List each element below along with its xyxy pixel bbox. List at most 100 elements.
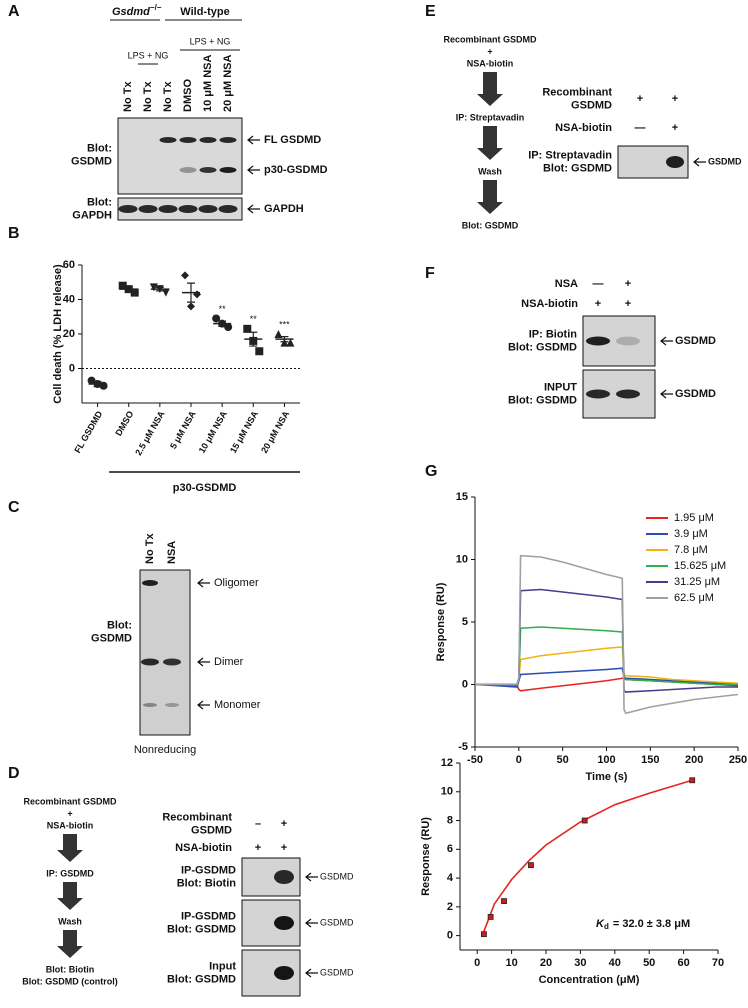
condition-label: NSA-biotin	[175, 842, 232, 854]
y-tick-label: 10	[441, 786, 453, 798]
point	[224, 323, 233, 332]
y-axis-label: Cell death (% LDH release)	[52, 264, 64, 404]
x-tick-label: 20 μM NSA	[259, 409, 291, 455]
point	[487, 914, 494, 920]
panel-label: F	[425, 265, 435, 282]
band	[158, 205, 178, 213]
condition-label: GSDMD	[191, 824, 232, 836]
y-tick-label: 60	[63, 259, 75, 271]
blot-label: Blot: GSDMD	[508, 394, 577, 406]
significance: **	[219, 304, 227, 314]
band	[616, 336, 640, 346]
flow-text: NSA-biotin	[467, 58, 514, 68]
line	[475, 646, 739, 686]
kd-symbol: K	[596, 918, 605, 930]
point	[181, 271, 189, 280]
point	[149, 283, 158, 292]
error-bar	[124, 285, 133, 293]
band-label: GSDMD	[708, 156, 742, 166]
band	[178, 205, 198, 213]
point	[581, 817, 588, 824]
x-tick-label: 100	[597, 754, 615, 766]
x-tick-label: 50	[643, 957, 655, 969]
x-tick-label: 10 μM NSA	[197, 409, 229, 455]
x-tick-label: 0	[474, 957, 480, 969]
genotype-name: Gsdmd	[112, 6, 150, 18]
point	[118, 281, 127, 290]
arrow	[660, 389, 673, 399]
band	[165, 703, 179, 707]
panel-label: B	[8, 225, 20, 242]
point	[255, 347, 264, 356]
lane-label: DMSO	[182, 79, 194, 112]
line	[475, 626, 738, 686]
panel-label: A	[8, 3, 20, 20]
x-tick-label: 20	[540, 957, 552, 969]
condition-label: NSA-biotin	[521, 298, 578, 310]
x-tick-label: 50	[557, 754, 569, 766]
condition-sign: +	[281, 818, 287, 830]
blot-label: GSDMD	[91, 632, 132, 644]
band-label: GAPDH	[264, 203, 304, 215]
band	[163, 658, 181, 666]
band	[143, 703, 157, 707]
point	[528, 862, 534, 869]
arrow	[305, 968, 318, 978]
blot-label: Blot:	[87, 142, 112, 154]
x-tick-label: -50	[467, 754, 483, 766]
flow-arrow	[57, 882, 83, 910]
blot	[117, 117, 243, 195]
band-label: GSDMD	[320, 967, 354, 977]
flow-arrow	[477, 180, 503, 214]
lane-label: No Tx	[144, 533, 156, 564]
flow-text: IP: Streptavadin	[456, 112, 525, 122]
genotype-wt: Wild-type	[180, 6, 229, 18]
panel-label: C	[8, 499, 20, 516]
lane-label: No Tx	[142, 81, 154, 112]
y-tick-label: 15	[456, 491, 468, 503]
arrow	[247, 204, 260, 214]
kd-annotation: Kd = 32.0 ± 3.8 μM	[596, 918, 690, 931]
band	[219, 137, 237, 143]
band-label: Dimer	[214, 656, 244, 668]
blot-label: Input	[209, 960, 236, 972]
flow-arrow	[57, 930, 83, 958]
error-bar	[218, 320, 227, 327]
y-axis-label: Response (RU)	[420, 817, 432, 896]
x-tick-label: 5 μM NSA	[168, 409, 198, 451]
flow-arrow	[477, 72, 503, 106]
point	[501, 898, 507, 904]
genotype-superscript: −/−	[150, 3, 162, 12]
band	[274, 870, 294, 884]
band	[586, 336, 610, 346]
lane-label: NSA	[166, 541, 178, 564]
band	[142, 580, 158, 586]
lane-label: No Tx	[122, 81, 134, 112]
band	[199, 137, 217, 143]
condition-label: NSA-biotin	[555, 122, 612, 134]
arrow	[660, 336, 673, 346]
blot	[139, 569, 191, 736]
y-tick-label: 12	[441, 757, 453, 769]
genotype-ko: Gsdmd−/−	[112, 3, 162, 18]
legend-label: 62.5 μM	[674, 592, 714, 604]
band	[219, 167, 237, 173]
blot-label: Blot: GSDMD	[167, 973, 236, 985]
band-label: GSDMD	[675, 335, 716, 347]
legend-label: 31.25 μM	[674, 576, 720, 588]
panel-label: E	[425, 3, 436, 20]
flow-text: Blot: Biotin	[46, 964, 95, 974]
error-bar	[187, 282, 195, 303]
flow-text: +	[487, 46, 492, 56]
blot-label: GSDMD	[71, 155, 112, 167]
band	[666, 156, 684, 168]
y-tick-label: 20	[63, 328, 75, 340]
condition-sign: +	[637, 93, 643, 105]
flow-text: +	[67, 808, 72, 818]
y-tick-label: 10	[456, 553, 468, 565]
condition-sign: +	[255, 842, 261, 854]
band	[138, 205, 158, 213]
condition-label: Recombinant	[542, 86, 612, 98]
y-tick-label: 40	[63, 293, 75, 305]
x-tick-label: 200	[685, 754, 703, 766]
